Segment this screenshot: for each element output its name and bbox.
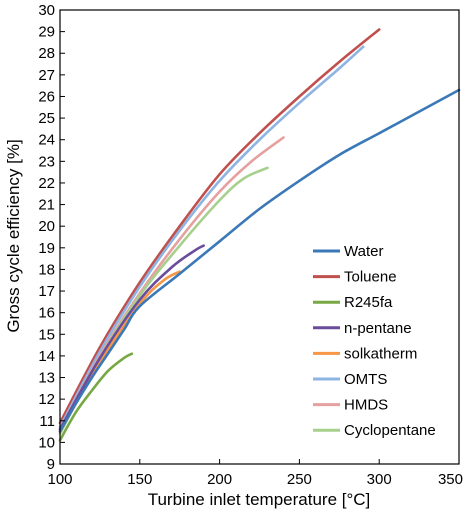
legend-label: n-pentane <box>344 320 412 337</box>
legend-label: R245fa <box>344 294 393 311</box>
y-tick-label: 20 <box>38 218 55 235</box>
plot-lines <box>58 28 461 442</box>
y-tick-label: 27 <box>38 67 55 84</box>
y-tick-label: 13 <box>38 370 55 387</box>
legend-label: solkatherm <box>344 345 417 362</box>
plot-frame <box>59 9 460 465</box>
x-tick-label: 350 <box>438 471 463 488</box>
y-tick-label: 10 <box>38 434 55 451</box>
x-tick-label: 100 <box>47 471 72 488</box>
x-tick-label: 200 <box>207 471 232 488</box>
y-tick-label: 18 <box>38 261 55 278</box>
series-line-hmds <box>58 136 285 431</box>
y-tick-label: 9 <box>47 456 55 473</box>
y-tick-label: 21 <box>38 197 55 214</box>
y-axis-title: Gross cycle efficiency [%] <box>4 139 23 332</box>
y-tick-label: 11 <box>39 413 55 430</box>
y-tick-label: 26 <box>38 88 55 105</box>
series-line-r245fa <box>58 352 134 442</box>
legend: Water Toluene R245fa n-pentane solkatherm OMT… <box>313 243 436 439</box>
series-line-omts <box>58 45 365 429</box>
legend-label: Toluene <box>344 269 397 286</box>
y-tick-label: 29 <box>38 24 55 41</box>
y-tick-label: 25 <box>38 110 55 127</box>
x-tick-label: 150 <box>127 471 152 488</box>
series-line-toluene <box>58 28 381 425</box>
y-tick-label: 16 <box>38 305 55 322</box>
y-tick-label: 19 <box>38 240 55 257</box>
y-tick-label: 17 <box>38 283 55 300</box>
y-tick-label: 15 <box>38 326 55 343</box>
y-tick-label: 28 <box>38 45 55 62</box>
x-tick-label: 300 <box>367 471 392 488</box>
legend-label: HMDS <box>344 397 388 414</box>
y-tick-label: 23 <box>38 153 55 170</box>
series-line-n-pentane <box>58 244 205 431</box>
y-tick-label: 30 <box>38 2 55 19</box>
axes: 9 10 11 12 13 14 15 16 17 18 19 20 21 22 23 24 25 26 27 28 2… <box>38 2 463 488</box>
legend-label: OMTS <box>344 371 387 388</box>
series-line-water <box>58 88 461 433</box>
y-tick-label: 24 <box>38 132 55 149</box>
y-tick-label: 14 <box>38 348 55 365</box>
y-tick-label: 12 <box>38 391 55 408</box>
y-tick-label: 22 <box>38 175 55 192</box>
legend-label: Cyclopentane <box>344 422 436 439</box>
x-tick-label: 250 <box>287 471 312 488</box>
series-line-cyclopentane <box>58 166 269 436</box>
x-axis-title: Turbine inlet temperature [°C] <box>148 490 371 509</box>
legend-label: Water <box>344 243 383 260</box>
